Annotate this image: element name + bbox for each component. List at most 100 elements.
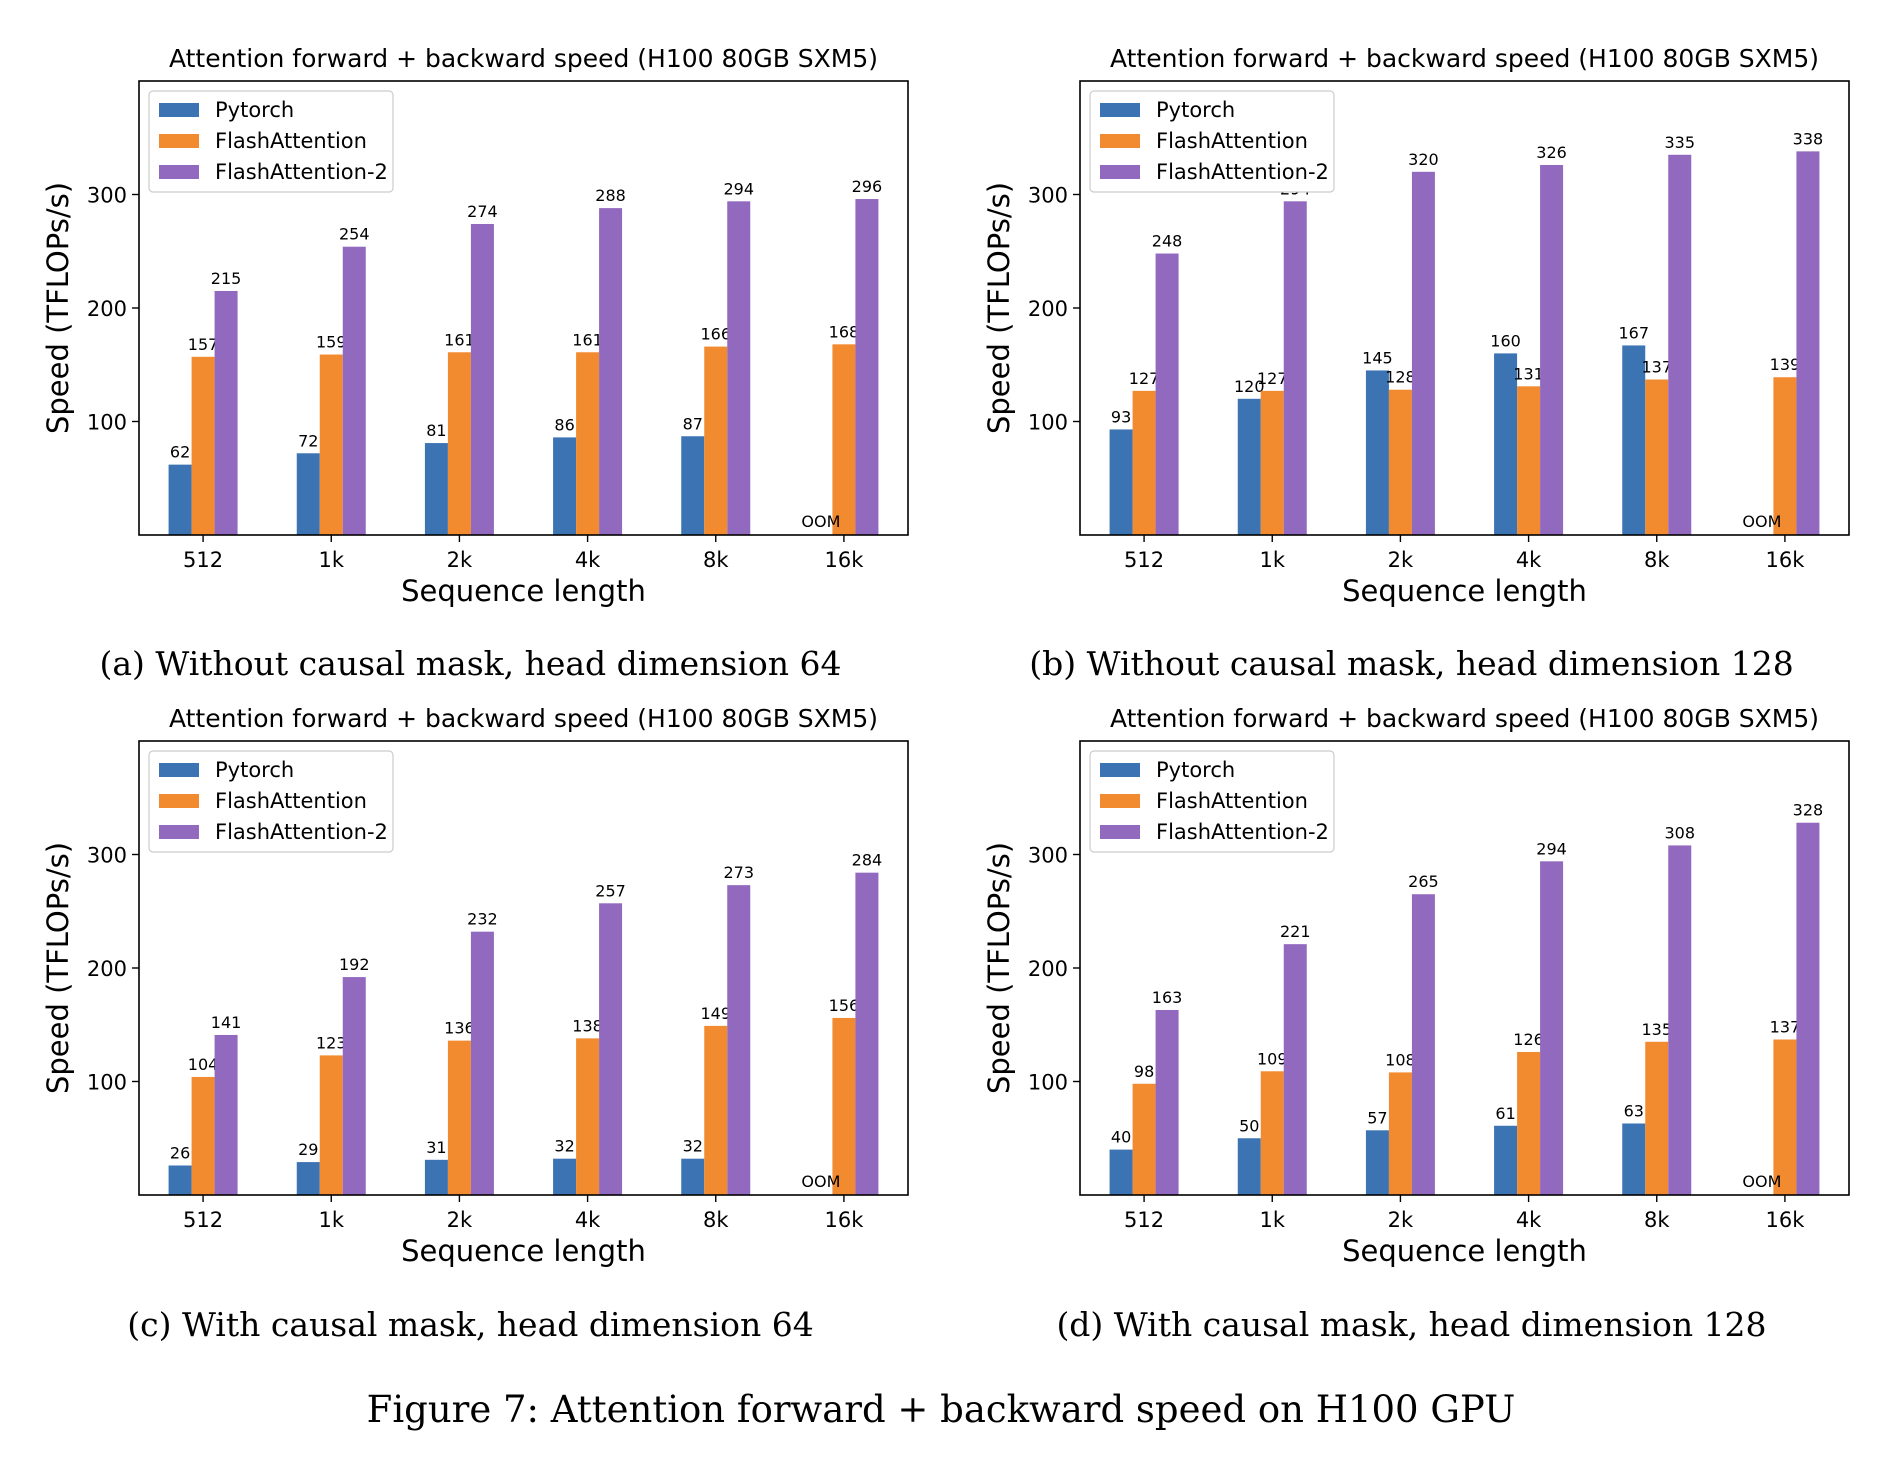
data-label-flashattention-8k: 166 — [700, 325, 731, 344]
x-axis-label: Sequence length — [1342, 1234, 1587, 1268]
data-label-flashattention-2-16k: 328 — [1793, 801, 1824, 820]
x-tick-label: 16k — [1765, 1208, 1805, 1232]
x-tick-label: 16k — [824, 1208, 864, 1232]
x-tick-label: 4k — [1516, 1208, 1542, 1232]
bar-pytorch-512 — [1109, 1149, 1133, 1195]
x-axis-label: Sequence length — [1342, 574, 1587, 608]
bar-flashattention-512 — [191, 1076, 215, 1195]
bar-flashattention-2-512 — [1155, 1009, 1179, 1195]
legend-swatch-flashattention-2 — [159, 825, 199, 839]
x-axis-label: Sequence length — [401, 574, 646, 608]
data-label-flashattention-2-2k: 274 — [467, 202, 498, 221]
x-tick-label: 8k — [703, 548, 729, 572]
data-label-pytorch-1k: 50 — [1239, 1116, 1259, 1135]
legend-box — [148, 750, 394, 853]
x-tick-label: 1k — [1259, 1208, 1285, 1232]
bar-flashattention-8k — [1645, 379, 1669, 535]
bar-flashattention-1k — [1260, 1071, 1284, 1195]
data-label-flashattention-16k: 168 — [829, 322, 860, 341]
legend-swatch-flashattention — [159, 794, 199, 808]
y-tick-label: 300 — [1028, 184, 1068, 208]
data-label-pytorch-1k: 72 — [298, 431, 318, 450]
y-tick-label: 100 — [1028, 1071, 1068, 1095]
bar-pytorch-4k — [553, 1158, 577, 1195]
data-label-flashattention-2k: 128 — [1385, 368, 1416, 387]
legend-label-flashattention: FlashAttention — [1156, 789, 1308, 813]
bar-flashattention-4k — [1517, 386, 1541, 535]
bar-pytorch-512 — [1109, 429, 1133, 535]
data-label-flashattention-16k: 139 — [1770, 355, 1801, 374]
data-label-pytorch-512: 93 — [1111, 407, 1131, 426]
data-label-flashattention-16k: 156 — [829, 996, 860, 1015]
legend-label-pytorch: Pytorch — [1156, 98, 1235, 122]
data-label-flashattention-2-16k: 284 — [852, 851, 883, 870]
caption-a: (a) Without causal mask, head dimension … — [99, 644, 842, 683]
chart-b-svg: Attention forward + backward speed (H100… — [982, 44, 1850, 608]
y-tick-label: 100 — [87, 1071, 127, 1095]
data-label-flashattention-2-16k: 296 — [852, 177, 883, 196]
legend-label-pytorch: Pytorch — [1156, 758, 1235, 782]
bar-flashattention-2-512 — [214, 290, 238, 535]
data-label-flashattention-1k: 159 — [316, 333, 347, 352]
bar-flashattention-2-1k — [1283, 944, 1307, 1195]
oom-annotation: OOM — [801, 512, 840, 531]
y-tick-label: 200 — [87, 957, 127, 981]
oom-annotation: OOM — [801, 1172, 840, 1191]
data-label-pytorch-8k: 32 — [683, 1137, 703, 1156]
data-label-pytorch-4k: 61 — [1495, 1104, 1515, 1123]
bar-pytorch-4k — [1494, 353, 1518, 535]
y-axis-label: Speed (TFLOPs/s) — [982, 182, 1016, 434]
bar-flashattention-2-16k — [1796, 822, 1820, 1195]
y-axis-label: Speed (TFLOPs/s) — [41, 182, 75, 434]
legend-label-flashattention: FlashAttention — [215, 789, 367, 813]
oom-annotation: OOM — [1742, 512, 1781, 531]
bar-flashattention-2-512 — [1155, 253, 1179, 535]
bar-flashattention-2-2k — [470, 224, 494, 535]
x-tick-label: 16k — [1765, 548, 1805, 572]
bar-pytorch-8k — [681, 436, 705, 535]
legend-box — [1089, 750, 1335, 853]
legend-swatch-flashattention-2 — [159, 165, 199, 179]
bar-pytorch-1k — [296, 453, 320, 535]
data-label-flashattention-512: 127 — [1129, 369, 1160, 388]
bar-flashattention-2-4k — [599, 903, 623, 1195]
bar-flashattention-16k — [1773, 377, 1797, 535]
data-label-pytorch-8k: 167 — [1618, 323, 1649, 342]
bar-flashattention-2-8k — [727, 201, 751, 535]
chart-panel-c: Attention forward + backward speed (H100… — [0, 660, 941, 1320]
caption-c: (c) With causal mask, head dimension 64 — [127, 1305, 814, 1344]
data-label-flashattention-2-4k: 288 — [595, 186, 626, 205]
y-tick-label: 300 — [87, 844, 127, 868]
data-label-flashattention-4k: 126 — [1513, 1030, 1544, 1049]
caption-d: (d) With causal mask, head dimension 128 — [1056, 1305, 1767, 1344]
data-label-flashattention-2-8k: 294 — [723, 179, 754, 198]
bar-pytorch-8k — [1622, 345, 1646, 535]
data-label-flashattention-2k: 161 — [444, 330, 475, 349]
data-label-pytorch-512: 26 — [170, 1143, 190, 1162]
legend-label-flashattention-2: FlashAttention-2 — [215, 160, 388, 184]
data-label-flashattention-2k: 108 — [1385, 1050, 1416, 1069]
data-label-pytorch-2k: 57 — [1367, 1108, 1387, 1127]
x-tick-label: 2k — [1388, 1208, 1414, 1232]
data-label-flashattention-2-8k: 273 — [723, 863, 754, 882]
x-axis-label: Sequence length — [401, 1234, 646, 1268]
data-label-flashattention-2-4k: 326 — [1536, 143, 1567, 162]
data-label-flashattention-1k: 109 — [1257, 1049, 1288, 1068]
x-tick-label: 4k — [575, 1208, 601, 1232]
data-label-flashattention-2-2k: 320 — [1408, 150, 1439, 169]
bar-flashattention-2-16k — [855, 872, 879, 1195]
bar-flashattention-1k — [319, 354, 343, 535]
data-label-pytorch-8k: 63 — [1624, 1101, 1644, 1120]
x-tick-label: 512 — [183, 548, 223, 572]
bar-pytorch-512 — [168, 1165, 192, 1195]
bar-pytorch-4k — [1494, 1125, 1518, 1195]
legend: Pytorch FlashAttention FlashAttention-2 — [148, 750, 394, 853]
data-label-pytorch-1k: 120 — [1234, 377, 1265, 396]
bar-flashattention-2-1k — [342, 246, 366, 535]
legend-label-flashattention-2: FlashAttention-2 — [1156, 160, 1329, 184]
data-label-flashattention-2-8k: 308 — [1664, 823, 1695, 842]
legend-label-flashattention: FlashAttention — [215, 129, 367, 153]
bar-flashattention-2-8k — [727, 885, 751, 1195]
x-tick-label: 512 — [1124, 1208, 1164, 1232]
chart-a-svg: Attention forward + backward speed (H100… — [41, 44, 909, 608]
